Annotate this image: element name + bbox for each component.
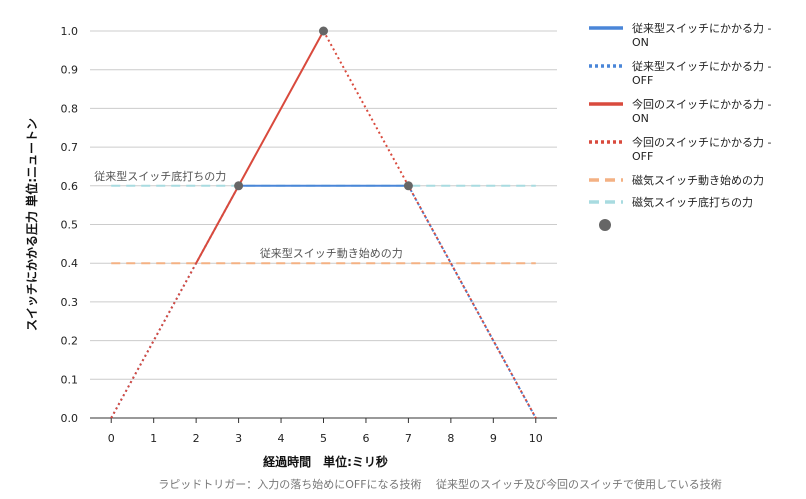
series-line-2 [195, 30, 325, 264]
y-tick-label: 1.0 [61, 25, 79, 38]
data-points [234, 26, 413, 191]
series-line-3 [322, 30, 537, 419]
series-line-1 [407, 185, 537, 419]
y-tick-label: 0.3 [61, 296, 79, 309]
x-tick-label: 0 [108, 432, 115, 445]
legend-label-line2: ON [632, 36, 649, 49]
x-axis-title: 経過時間 単位:ミリ秒 [263, 454, 388, 469]
x-tick-label: 3 [235, 432, 242, 445]
x-tick-label: 8 [447, 432, 454, 445]
legend-label: 今回のスイッチにかかる力 - [632, 135, 771, 149]
grid-lines [90, 30, 557, 419]
axes: 0.0 0.1 0.2 0.3 0.4 0.5 0.6 0.7 0.8 0.9 1.0 0 1 2 3 4 5 6… [61, 25, 543, 445]
x-tick-label: 10 [529, 432, 543, 445]
series-lines [110, 30, 537, 419]
x-tick-label: 4 [278, 432, 285, 445]
y-tick-label: 0.6 [61, 180, 79, 193]
x-tick-label: 2 [193, 432, 200, 445]
annotation-label: 従来型スイッチ動き始めの力 [260, 246, 403, 260]
y-tick-label: 0.7 [61, 141, 79, 154]
legend-label-line2: OFF [632, 74, 653, 87]
x-tick-label: 9 [490, 432, 497, 445]
legend-label-line2: OFF [632, 150, 653, 163]
data-point [319, 26, 328, 36]
legend-label-line2: ON [632, 112, 649, 125]
y-tick-label: 0.2 [61, 335, 79, 348]
annotation-label: 従来型スイッチ底打ちの力 [94, 169, 226, 183]
legend-label: 今回のスイッチにかかる力 - [632, 97, 771, 111]
chart-caption: ラピッドトリガー：入力の落ち始めにOFFになる技術 従来型のスイッチ及び今回のス… [158, 477, 721, 491]
y-tick-label: 0.4 [61, 257, 79, 270]
x-tick-label: 7 [405, 432, 412, 445]
y-axis-title: スイッチにかかる圧力 単位:ニュートン [24, 118, 39, 331]
y-tick-label: 0.8 [61, 102, 79, 115]
y-tick-label: 0.1 [61, 373, 79, 386]
data-point [234, 181, 244, 191]
x-tick-label: 5 [320, 432, 327, 445]
legend-label: 磁気スイッチ底打ちの力 [632, 195, 753, 209]
legend-label: 従来型スイッチにかかる力 - [632, 21, 771, 35]
x-tick-label: 1 [150, 432, 157, 445]
data-point [403, 181, 413, 191]
y-tick-label: 0.9 [61, 64, 79, 77]
legend-label: 磁気スイッチ動き始めの力 [632, 173, 764, 187]
legend-marker [599, 219, 611, 231]
legend-label: 従来型スイッチにかかる力 - [632, 59, 771, 73]
x-tick-label: 6 [362, 432, 369, 445]
y-tick-label: 0.0 [61, 412, 79, 425]
y-tick-label: 0.5 [61, 219, 79, 232]
